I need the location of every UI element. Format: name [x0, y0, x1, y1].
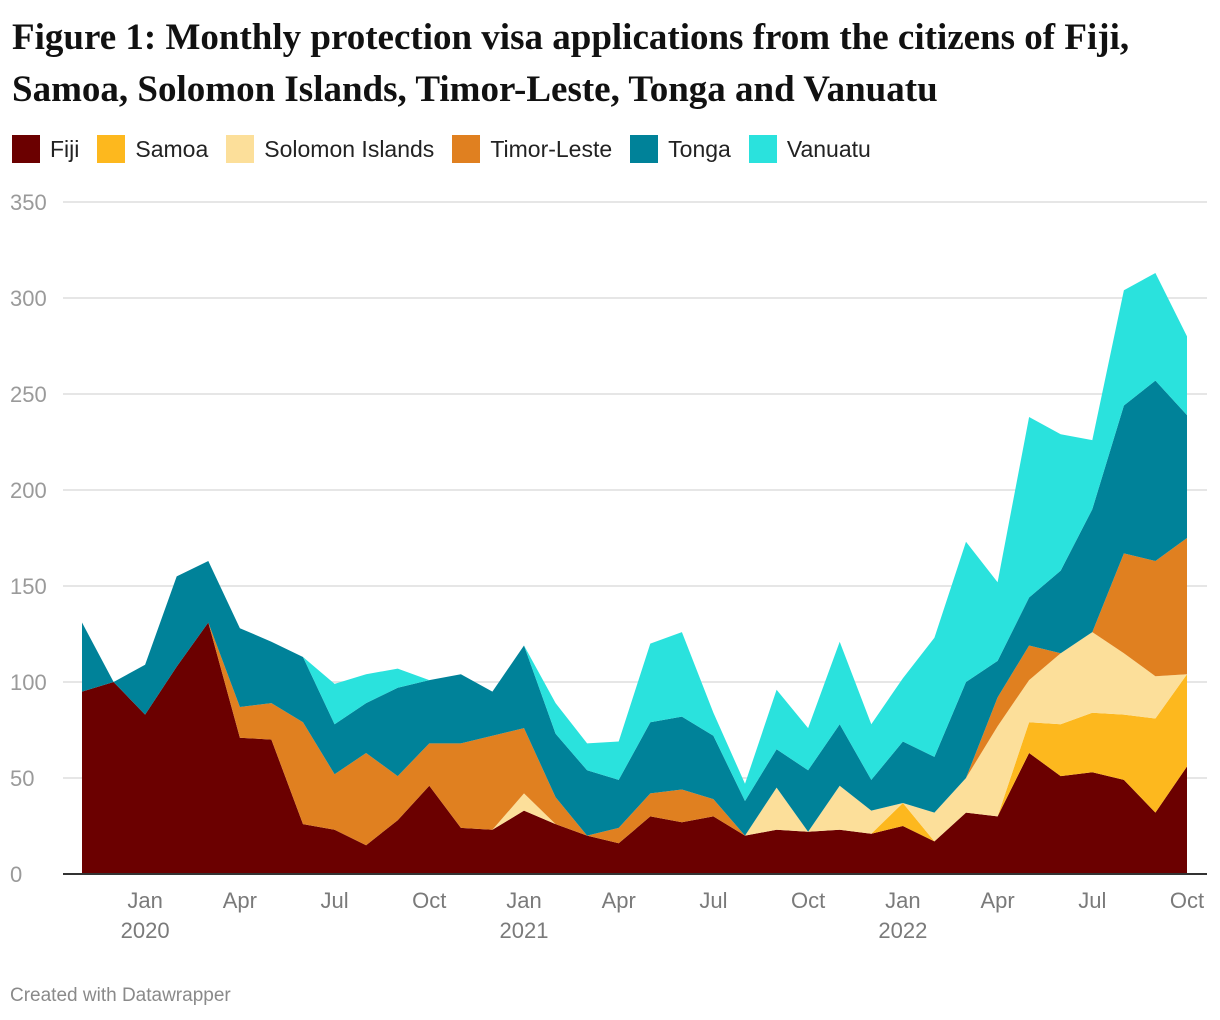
- x-tick-label: Jan: [506, 888, 541, 913]
- x-tick-label: Apr: [602, 888, 636, 913]
- x-tick-year-label: 2022: [878, 918, 927, 943]
- legend-swatch-timor-leste: [452, 135, 481, 163]
- legend-label-fiji: Fiji: [50, 135, 80, 162]
- y-tick-label: 0: [10, 862, 22, 887]
- area-series-vanuatu: [82, 273, 1187, 801]
- legend-label-timor-leste: Timor-Leste: [490, 135, 613, 162]
- legend-swatch-samoa: [97, 135, 126, 163]
- y-tick-label: 200: [10, 478, 47, 503]
- y-tick-label: 350: [10, 190, 47, 215]
- x-tick-label: Jul: [699, 888, 727, 913]
- x-tick-label: Oct: [791, 888, 825, 913]
- area-series-fiji: [82, 622, 1187, 874]
- legend-item-fiji: Fiji: [12, 135, 79, 163]
- x-tick-label: Jan: [885, 888, 920, 913]
- x-tick-year-label: 2020: [121, 918, 170, 943]
- legend-swatch-vanuatu: [748, 135, 777, 163]
- x-tick-label: Oct: [1170, 888, 1204, 913]
- x-tick-label: Apr: [980, 888, 1014, 913]
- legend: Fiji Samoa Solomon Islands Timor-Leste T…: [12, 134, 889, 164]
- stacked-area-chart: 0 50 100 150 200 250 300 350 Jan 2020 Apr Jul Oct Jan…: [10, 190, 1207, 943]
- legend-item-vanuatu: Vanuatu: [748, 135, 871, 163]
- area-series-solomon-islands: [82, 622, 1187, 846]
- legend-label-vanuatu: Vanuatu: [786, 135, 871, 162]
- legend-item-tonga: Tonga: [630, 135, 731, 163]
- x-tick-label: Oct: [412, 888, 446, 913]
- legend-label-samoa: Samoa: [135, 135, 209, 162]
- y-tick-label: 150: [10, 574, 47, 599]
- legend-swatch-fiji: [12, 135, 40, 163]
- x-tick-label: Jul: [321, 888, 349, 913]
- legend-item-samoa: Samoa: [97, 135, 208, 163]
- legend-item-timor-leste: Timor-Leste: [452, 135, 612, 163]
- x-tick-label: Jan: [127, 888, 162, 913]
- y-tick-label: 50: [10, 766, 34, 791]
- x-tick-year-label: 2021: [500, 918, 549, 943]
- legend-swatch-tonga: [630, 135, 659, 163]
- footer-credit: Created with Datawrapper: [10, 985, 231, 1006]
- legend-label-tonga: Tonga: [668, 135, 731, 162]
- x-tick-label: Apr: [223, 888, 257, 913]
- legend-label-solomon-islands: Solomon Islands: [264, 135, 435, 162]
- chart-title: Figure 1: Monthly protection visa applic…: [12, 17, 1130, 110]
- y-tick-label: 250: [10, 382, 47, 407]
- legend-swatch-solomon-islands: [226, 135, 255, 163]
- area-series-tonga: [82, 380, 1187, 836]
- y-tick-label: 100: [10, 670, 47, 695]
- legend-item-solomon-islands: Solomon Islands: [226, 135, 434, 163]
- x-tick-label: Jul: [1078, 888, 1106, 913]
- y-tick-label: 300: [10, 286, 47, 311]
- area-series-timor-leste: [82, 538, 1187, 846]
